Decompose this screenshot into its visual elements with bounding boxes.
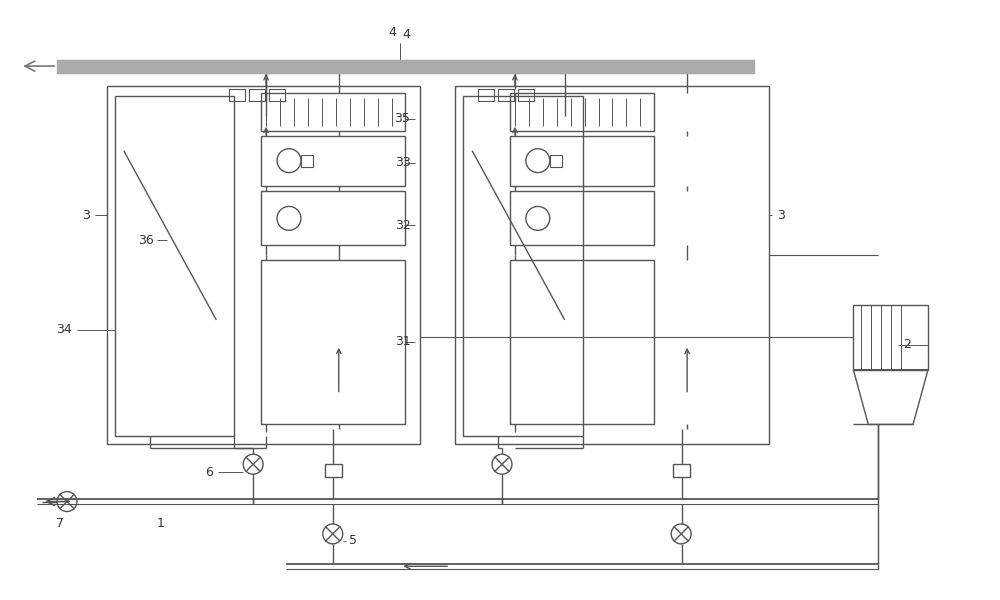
Text: 36: 36 [138, 234, 154, 247]
Text: 4: 4 [389, 26, 396, 39]
Bar [229, 89, 245, 101]
Bar [550, 155, 562, 167]
Text: 3: 3 [777, 209, 785, 222]
Text: 7: 7 [56, 517, 64, 530]
Bar [510, 260, 654, 424]
Text: 1: 1 [157, 517, 164, 530]
Bar [510, 191, 654, 245]
Text: 34: 34 [56, 323, 72, 337]
Bar [261, 260, 405, 424]
Bar [518, 89, 534, 101]
Text: 5: 5 [349, 535, 357, 547]
Bar [478, 89, 494, 101]
Bar [510, 93, 654, 131]
Text: 33: 33 [395, 156, 410, 169]
Bar [261, 136, 405, 185]
Bar [115, 96, 234, 436]
Bar [853, 305, 928, 370]
Bar [249, 89, 265, 101]
Text: 32: 32 [395, 219, 410, 232]
Text: 31: 31 [395, 335, 410, 349]
Bar [269, 89, 285, 101]
Bar [463, 96, 583, 436]
Bar [107, 86, 420, 445]
Bar [455, 86, 769, 445]
Bar [261, 191, 405, 245]
Text: 3: 3 [82, 209, 90, 222]
Bar [673, 464, 690, 477]
Bar [301, 155, 313, 167]
Bar [261, 93, 405, 131]
Text: 2: 2 [903, 338, 911, 351]
Bar [510, 136, 654, 185]
Text: 4: 4 [402, 28, 410, 41]
Text: 6: 6 [205, 466, 213, 479]
Bar [498, 89, 514, 101]
Text: 35: 35 [395, 112, 410, 125]
Bar [325, 464, 342, 477]
